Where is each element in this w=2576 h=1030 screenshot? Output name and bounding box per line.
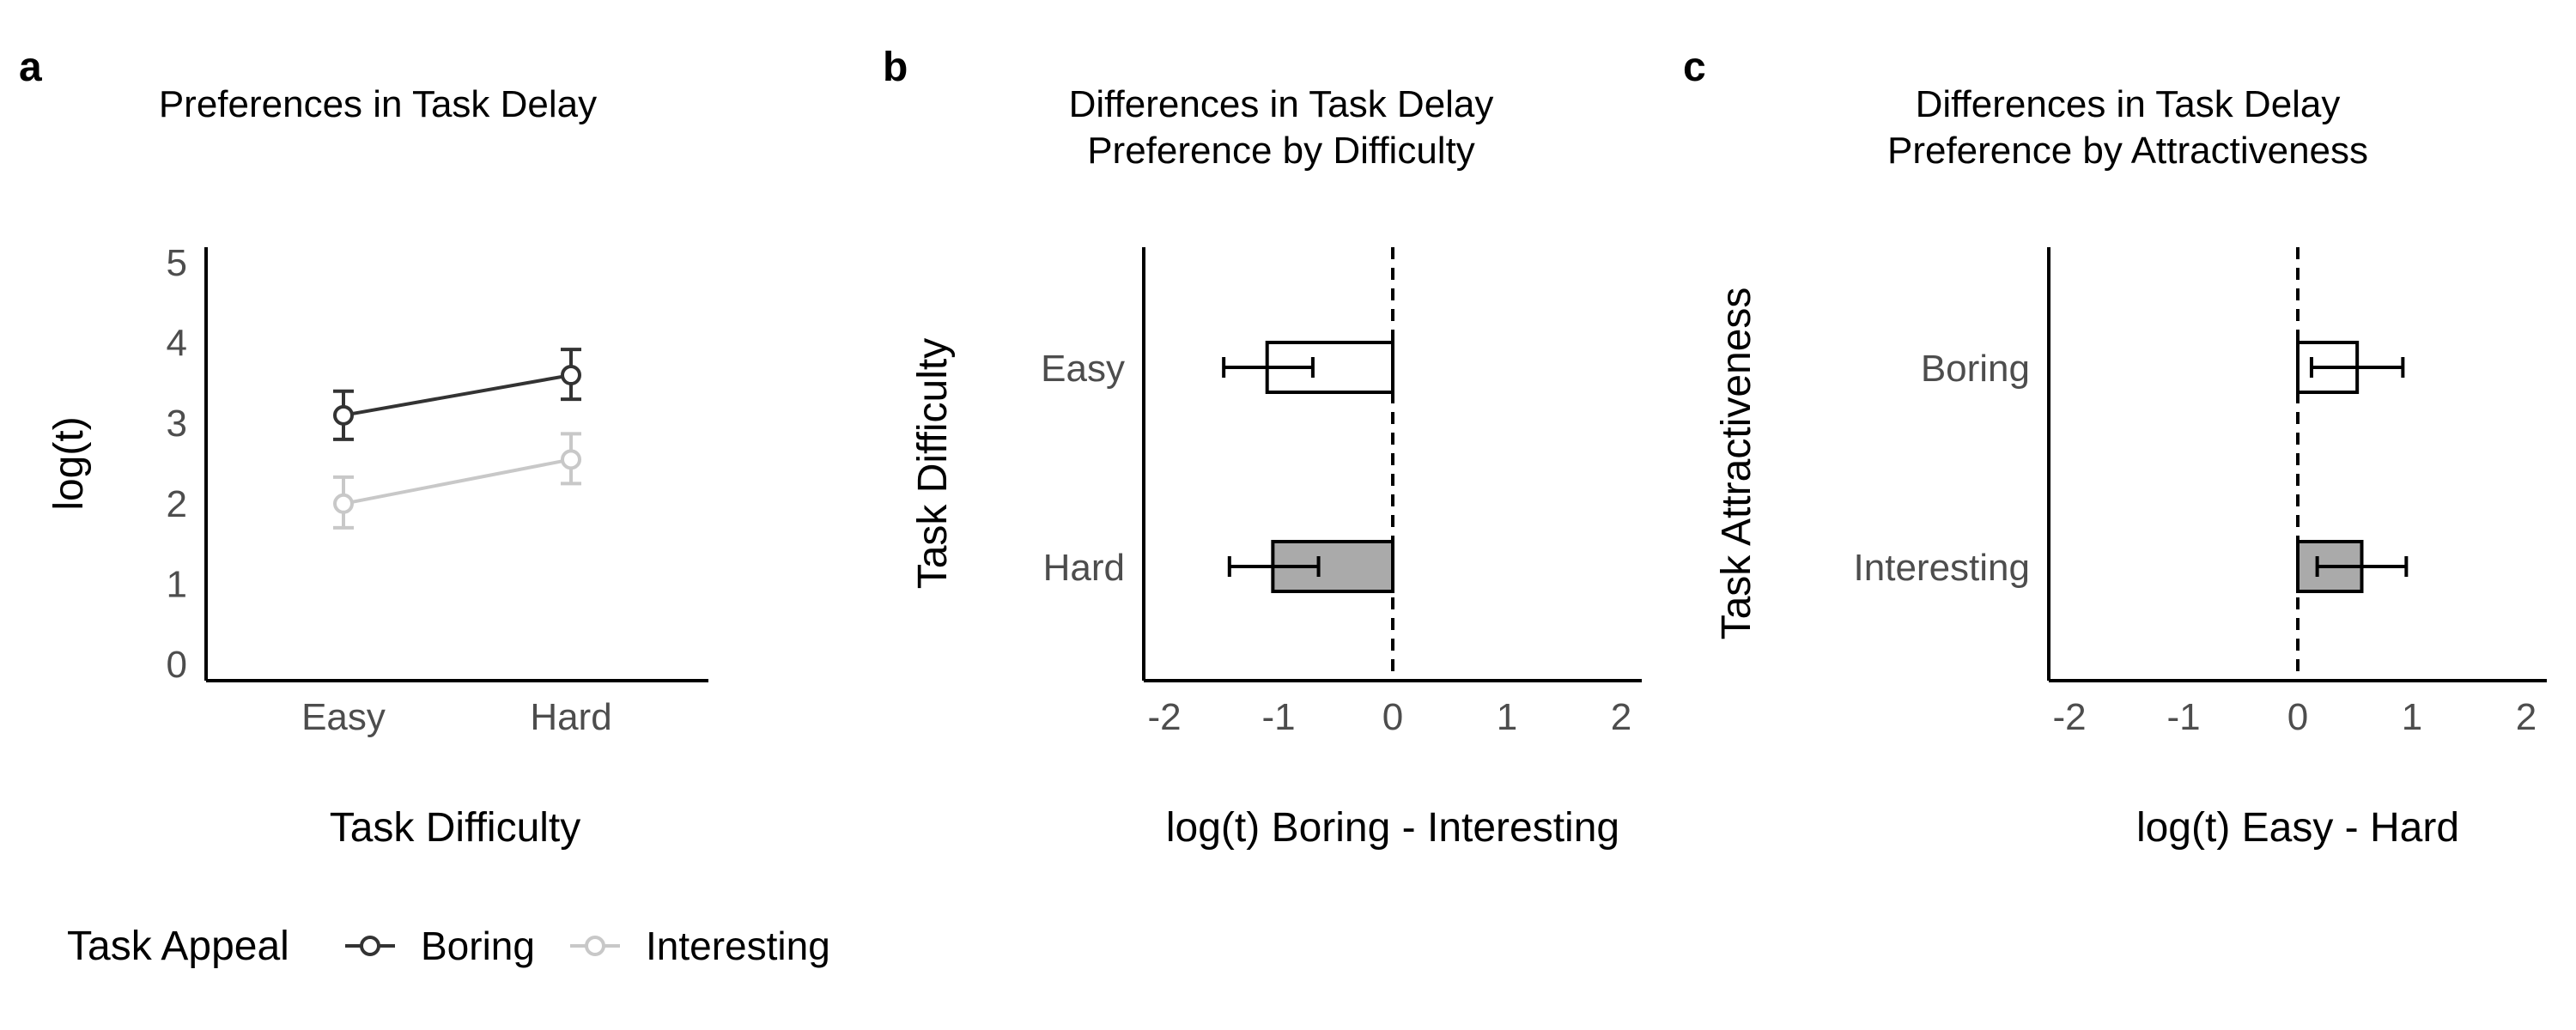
legend-item-boring: Boring bbox=[345, 924, 535, 968]
panel-b-x-tick-label: 2 bbox=[1611, 696, 1631, 738]
panel-b-x-tick-label: 1 bbox=[1497, 696, 1517, 738]
legend-items: Boring Interesting bbox=[345, 924, 830, 968]
panel-c-x-tick-label: 2 bbox=[2516, 696, 2537, 738]
panel-label-a: a bbox=[19, 45, 42, 90]
data-point bbox=[561, 449, 581, 470]
panel-label-b: b bbox=[883, 45, 908, 90]
panel-c-x-axis-title: log(t) Easy - Hard bbox=[2136, 805, 2459, 851]
panel-b-title: Differences in Task Delay Preference by D… bbox=[1069, 83, 1494, 172]
panel-c-x-tick-label: -1 bbox=[2166, 696, 2200, 738]
panel-a: a Preferences in Task Delay 0 1 2 3 4 5 Easy Ha… bbox=[19, 45, 708, 851]
panel-c-y-tick-label: Interesting bbox=[1854, 547, 2030, 589]
panel-b-x-tick-label: -2 bbox=[1147, 696, 1181, 738]
panel-a-y-tick-label: 3 bbox=[167, 403, 187, 445]
series-line-boring bbox=[343, 373, 572, 417]
legend-title: Task Appeal bbox=[67, 924, 289, 969]
panel-a-x-tick-label: Easy bbox=[301, 696, 386, 738]
panel-b-y-axis-title: Task Difficulty bbox=[910, 338, 956, 590]
panel-c-y-axis-title: Task Attractiveness bbox=[1714, 288, 1759, 640]
panel-c-y-tick-label: Boring bbox=[1921, 348, 2030, 390]
panel-a-plot-area: 0 1 2 3 4 5 Easy Hard bbox=[167, 242, 708, 738]
panel-a-x-tick-label: Hard bbox=[530, 696, 611, 738]
panel-a-y-tick-label: 1 bbox=[167, 563, 187, 605]
data-point bbox=[333, 493, 354, 514]
legend-label: Interesting bbox=[646, 924, 830, 968]
panel-a-title: Preferences in Task Delay bbox=[159, 83, 597, 125]
panel-c-x-tick-label: -2 bbox=[2052, 696, 2086, 738]
panel-b-y-tick-label: Easy bbox=[1041, 348, 1125, 390]
data-point bbox=[561, 365, 581, 386]
series-line-interesting bbox=[343, 457, 572, 506]
panel-c: c Differences in Task Delay Preference by… bbox=[1683, 45, 2547, 851]
legend-swatch-marker bbox=[360, 936, 380, 956]
panel-b-y-tick-label: Hard bbox=[1043, 547, 1125, 589]
legend-swatch-marker bbox=[585, 936, 605, 956]
panel-a-y-tick-label: 4 bbox=[167, 323, 187, 365]
panel-b-x-tick-label: 0 bbox=[1382, 696, 1403, 738]
series-boring bbox=[333, 348, 581, 441]
legend: Task Appeal Boring Interesting bbox=[67, 924, 830, 969]
panel-c-x-tick-label: 0 bbox=[2287, 696, 2308, 738]
legend-item-interesting: Interesting bbox=[570, 924, 830, 968]
panel-b-plot-area: -2 -1 0 1 2 Easy Hard bbox=[1041, 247, 1642, 738]
legend-label: Boring bbox=[421, 924, 535, 968]
panel-label-c: c bbox=[1683, 45, 1706, 90]
data-point bbox=[333, 404, 354, 426]
panel-c-x-tick-label: 1 bbox=[2402, 696, 2422, 738]
panel-a-y-tick-label: 0 bbox=[167, 644, 187, 686]
panel-a-y-tick-label: 5 bbox=[167, 242, 187, 284]
panel-a-x-axis-title: Task Difficulty bbox=[330, 805, 581, 851]
series-interesting bbox=[333, 432, 581, 530]
panel-b: b Differences in Task Delay Preference by… bbox=[883, 45, 1642, 851]
panel-a-y-axis-title: log(t) bbox=[46, 416, 92, 510]
panel-b-x-axis-title: log(t) Boring - Interesting bbox=[1166, 805, 1619, 851]
panel-c-title: Differences in Task Delay Preference by A… bbox=[1887, 83, 2368, 172]
panel-b-x-tick-label: -1 bbox=[1261, 696, 1295, 738]
panel-c-plot-area: -2 -1 0 1 2 Boring Interesting bbox=[1854, 247, 2547, 738]
panel-a-y-tick-label: 2 bbox=[167, 483, 187, 525]
